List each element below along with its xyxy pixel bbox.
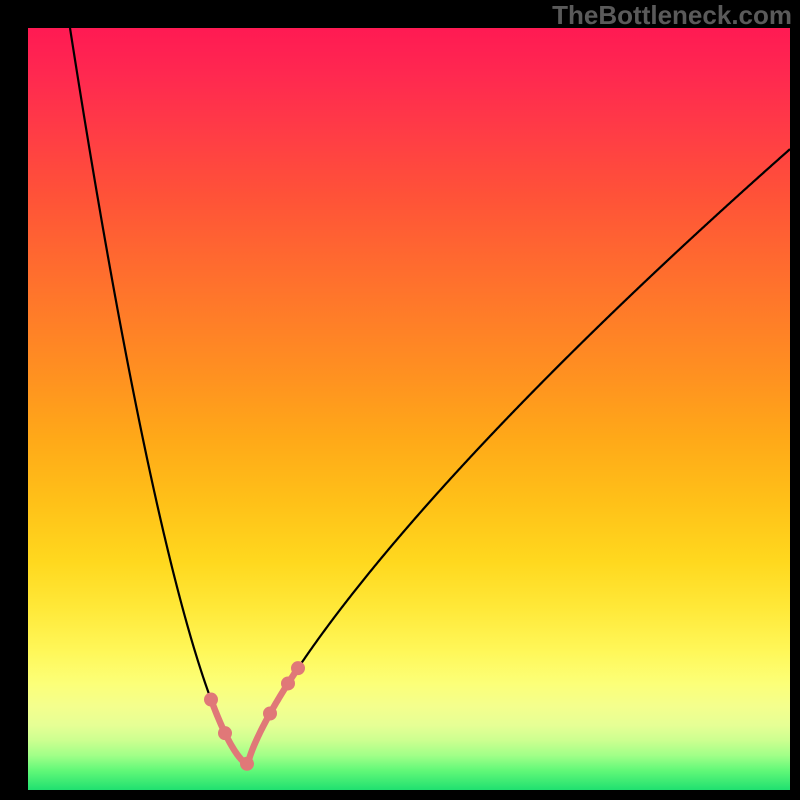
curve-marker-dot <box>204 693 218 707</box>
frame-right <box>790 0 800 800</box>
gradient-background <box>28 28 790 790</box>
bottleneck-chart <box>0 0 800 800</box>
frame-left <box>0 0 28 800</box>
watermark-text: TheBottleneck.com <box>552 0 792 31</box>
curve-marker-dot <box>291 661 305 675</box>
curve-marker-dot <box>218 726 232 740</box>
frame-bottom <box>0 790 800 800</box>
curve-marker-dot <box>281 676 295 690</box>
curve-marker-dot <box>240 757 254 771</box>
curve-marker-dot <box>263 706 277 720</box>
